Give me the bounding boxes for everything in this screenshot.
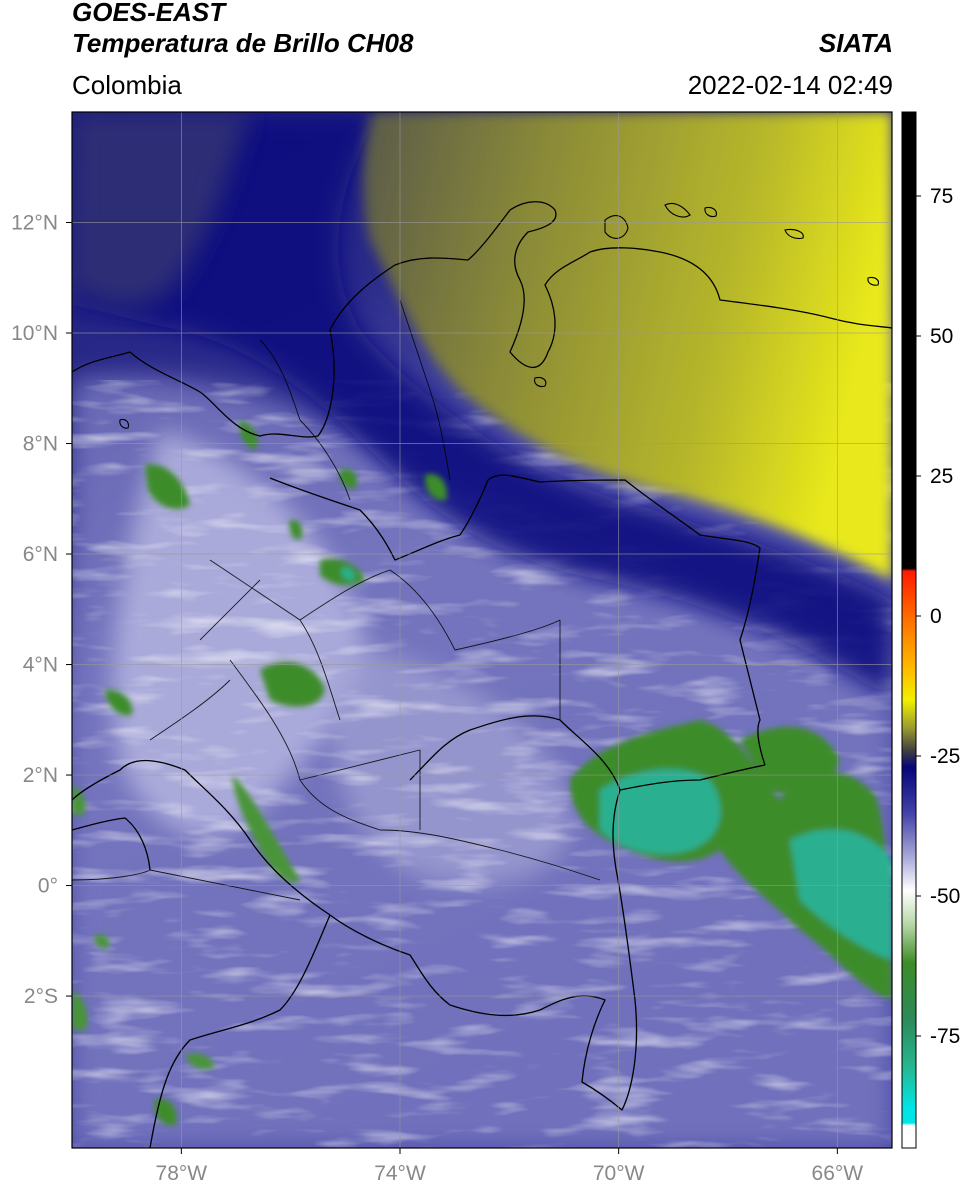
colorbar-tick-label: 50 bbox=[930, 325, 953, 348]
lon-tick-label: 74°W bbox=[374, 1162, 426, 1185]
country-borders bbox=[72, 201, 892, 1148]
colorbar-ticks: 75 50 25 0 -25 -50 -75 bbox=[916, 185, 960, 1048]
lat-tick-label: 10°N bbox=[11, 322, 58, 345]
timestamp-label: 2022-02-14 02:49 bbox=[687, 70, 893, 100]
longitude-axis: 78°W 74°W 70°W 66°W bbox=[156, 1148, 864, 1185]
lat-tick-label: 4°N bbox=[23, 654, 58, 677]
colorbar-tick-label: 25 bbox=[930, 465, 953, 488]
lat-tick-label: 2°N bbox=[23, 764, 58, 787]
lon-tick-label: 78°W bbox=[156, 1162, 208, 1185]
colorbar-tick-label: 0 bbox=[930, 605, 942, 628]
lat-tick-label: 8°N bbox=[23, 433, 58, 456]
map-frame bbox=[71, 111, 893, 1149]
satellite-title: GOES-EAST bbox=[72, 0, 226, 27]
lon-tick-label: 70°W bbox=[593, 1162, 645, 1185]
satellite-image bbox=[72, 112, 892, 1148]
organization-label: SIATA bbox=[818, 28, 893, 58]
colorbar: 75 50 25 0 -25 -50 -75 bbox=[901, 111, 960, 1149]
colorbar-scale bbox=[901, 111, 917, 1149]
product-title: Temperatura de Brillo CH08 bbox=[72, 28, 414, 58]
colorbar-tick-label: -75 bbox=[930, 1025, 960, 1048]
lat-tick-label: 0° bbox=[38, 875, 58, 898]
colorbar-tick-label: -50 bbox=[930, 885, 960, 908]
gridlines bbox=[72, 112, 892, 1148]
region-label: Colombia bbox=[72, 70, 182, 100]
latitude-axis: 12°N 10°N 8°N 6°N 4°N 2°N 0° 2°S bbox=[11, 212, 72, 1008]
colorbar-tick-label: 75 bbox=[930, 185, 953, 208]
lon-tick-label: 66°W bbox=[812, 1162, 864, 1185]
islands bbox=[119, 202, 879, 429]
lat-tick-label: 12°N bbox=[11, 212, 58, 235]
colorbar-tick-label: -25 bbox=[930, 745, 960, 768]
department-borders bbox=[72, 299, 601, 901]
lat-tick-label: 6°N bbox=[23, 543, 58, 566]
lat-tick-label: 2°S bbox=[24, 985, 58, 1008]
